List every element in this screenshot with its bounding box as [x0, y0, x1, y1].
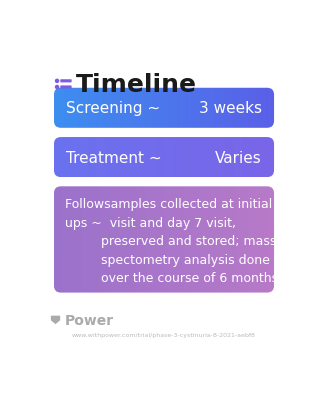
Circle shape [55, 80, 59, 83]
Text: Treatment ~: Treatment ~ [66, 150, 162, 165]
Text: 3 weeks: 3 weeks [199, 101, 262, 116]
Text: www.withpower.com/trial/phase-3-cystinuria-8-2021-aebf8: www.withpower.com/trial/phase-3-cystinur… [72, 333, 256, 338]
FancyBboxPatch shape [60, 80, 72, 83]
FancyBboxPatch shape [60, 86, 72, 90]
Polygon shape [51, 316, 60, 324]
Text: Followsamples collected at initial
ups ~  visit and day 7 visit,
         preser: Followsamples collected at initial ups ~… [65, 198, 278, 284]
Text: Varies: Varies [215, 150, 262, 165]
Text: Screening ~: Screening ~ [66, 101, 160, 116]
Text: Timeline: Timeline [76, 73, 197, 97]
Text: Power: Power [65, 313, 114, 327]
Circle shape [55, 86, 59, 90]
